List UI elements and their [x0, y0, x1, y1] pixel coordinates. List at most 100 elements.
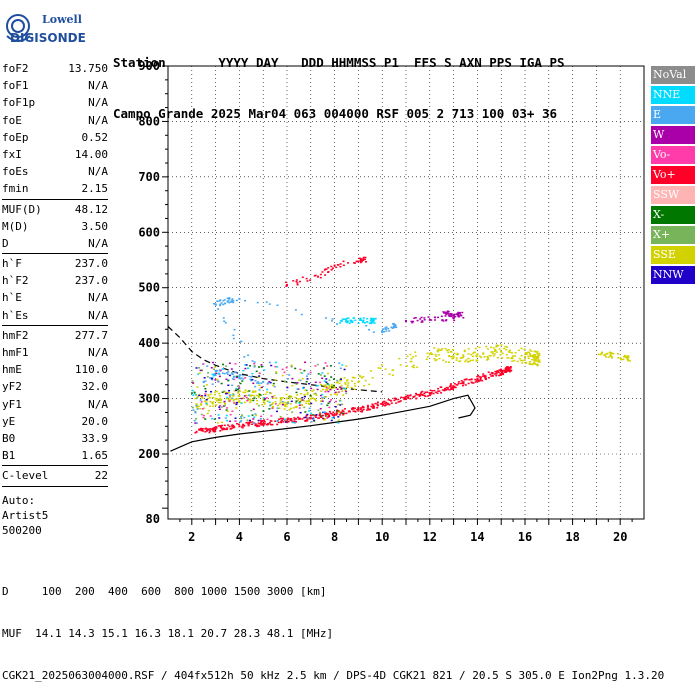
echo-point [222, 299, 225, 302]
echo-point [217, 414, 220, 416]
echo-point [250, 409, 253, 412]
echo-point [478, 376, 481, 378]
echo-point [527, 357, 530, 360]
echo-point [532, 354, 535, 356]
echo-point [238, 297, 241, 300]
echo-point [388, 403, 391, 406]
echo-point [464, 360, 467, 363]
echo-point [319, 273, 322, 276]
echo-point [262, 410, 265, 412]
param-row: foEs N/A [2, 163, 108, 180]
param-name: h`F2 [2, 274, 29, 288]
echo-point [432, 392, 435, 395]
echo-point [421, 320, 424, 322]
echo-point [495, 372, 498, 375]
echo-point [222, 317, 225, 319]
echo-point [319, 383, 322, 386]
echo-point [204, 393, 207, 395]
echo-point [300, 371, 303, 374]
echo-point [200, 403, 203, 405]
echo-point [452, 348, 455, 351]
echo-point [259, 387, 262, 389]
echo-point [254, 385, 257, 388]
echo-point [241, 414, 244, 416]
echo-point [413, 366, 416, 369]
echo-point [219, 401, 222, 404]
echo-point [411, 365, 414, 368]
echo-point [301, 396, 304, 399]
echo-point [199, 395, 202, 398]
echo-point [459, 357, 462, 360]
auto-line: Artist5 [2, 508, 49, 522]
echo-point [330, 383, 333, 386]
echo-point [412, 364, 415, 367]
echo-point [434, 353, 437, 356]
echo-point [538, 361, 541, 363]
echo-point [328, 406, 331, 409]
dashed-profile [167, 326, 383, 393]
param-value: 32.0 [81, 380, 109, 394]
param-row: hmF1 N/A [2, 344, 108, 361]
echo-point [373, 322, 376, 324]
echo-point [319, 407, 322, 410]
echo-point [225, 414, 228, 417]
echo-point [285, 405, 288, 408]
echo-point [603, 354, 606, 357]
echo-point [361, 405, 364, 408]
echo-point [309, 394, 312, 397]
echo-point [217, 372, 220, 375]
echo-point [214, 374, 217, 377]
echo-point [211, 401, 214, 404]
echo-point [339, 265, 342, 268]
echo-point [454, 386, 457, 389]
echo-point [406, 394, 409, 397]
y-tick-label: 900 [138, 59, 160, 73]
legend-item: SSE [651, 246, 695, 264]
echo-point [206, 403, 209, 406]
echo-point [214, 391, 217, 393]
echo-point [212, 368, 215, 371]
echo-point [383, 330, 386, 333]
echo-point [407, 396, 410, 398]
echo-point [440, 349, 443, 351]
echo-point [323, 380, 326, 382]
echo-point [208, 431, 211, 434]
echo-point [520, 347, 523, 350]
echo-point [445, 389, 448, 391]
echo-point [198, 429, 201, 431]
echo-point [231, 384, 234, 387]
echo-point [220, 382, 223, 385]
echo-point [307, 403, 310, 405]
echo-point [286, 283, 288, 286]
echo-point [414, 351, 417, 353]
echo-point [211, 378, 214, 381]
echo-point [495, 345, 498, 348]
echo-point [393, 399, 396, 402]
echo-point [232, 400, 235, 402]
echo-point [330, 265, 333, 268]
echo-point [325, 381, 328, 383]
echo-point [197, 367, 200, 369]
echo-point [333, 384, 336, 387]
echo-point [233, 328, 236, 331]
echo-point [385, 401, 388, 404]
echo-point [242, 423, 245, 426]
echo-point [313, 414, 316, 417]
echo-point [204, 394, 207, 397]
echo-point [533, 355, 536, 357]
echo-point [251, 372, 254, 375]
echo-point [196, 408, 199, 410]
echo-point [439, 386, 442, 388]
echo-point [251, 391, 254, 394]
echo-point [412, 320, 415, 323]
param-name: C-level [2, 469, 49, 483]
echo-point [410, 320, 413, 323]
echo-point [350, 386, 353, 389]
echo-point [223, 390, 226, 393]
echo-point [362, 317, 365, 319]
param-value: N/A [88, 113, 108, 127]
legend-item: Vo- [651, 146, 695, 164]
echo-point [328, 400, 331, 403]
echo-point [204, 431, 207, 433]
echo-point [276, 423, 279, 426]
